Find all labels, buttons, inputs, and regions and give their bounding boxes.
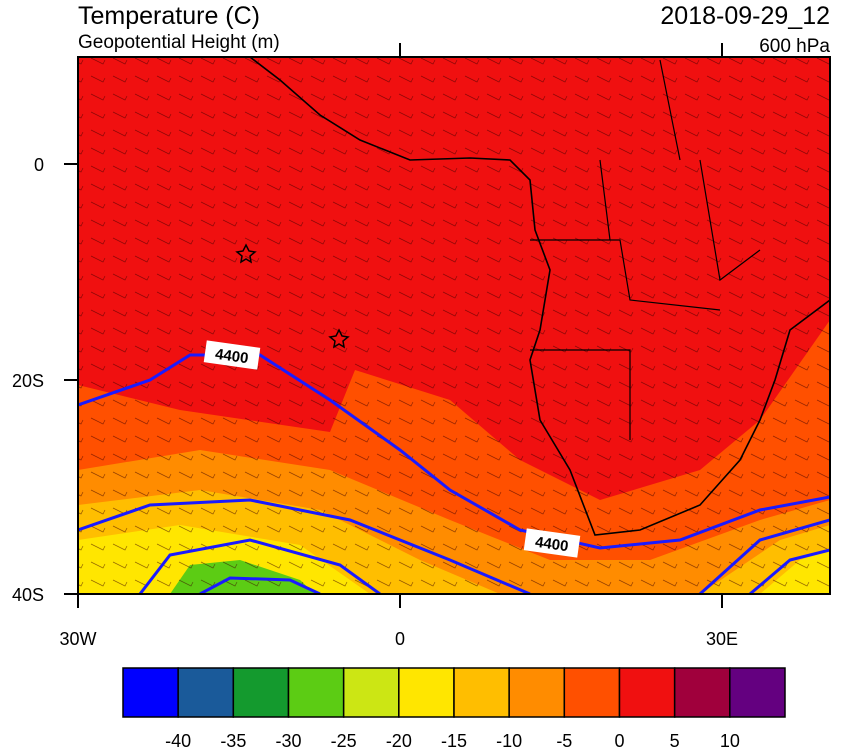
colorbar-box xyxy=(729,667,786,718)
lat-label: 40S xyxy=(12,585,44,605)
colorbar-box xyxy=(177,667,235,718)
colorbar-box xyxy=(563,667,621,718)
subtitle: Geopotential Height (m) xyxy=(78,32,280,53)
borders xyxy=(530,59,761,440)
lat-label: 0 xyxy=(34,155,44,175)
title: Temperature (C) xyxy=(78,2,260,30)
colorbar: -40 -35 -30 -25 -20 -15 -10 -5 0 5 10 xyxy=(122,667,786,751)
colorbar-box xyxy=(342,667,400,718)
station-marker xyxy=(235,243,350,349)
colorbar-label: -25 xyxy=(331,731,357,750)
contour-label-text: 4400 xyxy=(534,534,569,555)
wind-barbs xyxy=(78,57,830,594)
colorbar-label: -35 xyxy=(220,731,246,750)
colorbar-label: -15 xyxy=(441,731,467,750)
colorbar-label: 10 xyxy=(720,731,740,750)
valid-time: 2018-09-29_12 xyxy=(660,2,830,30)
contour-label-text: 4400 xyxy=(214,346,249,367)
map-frame xyxy=(77,56,831,595)
coastline xyxy=(249,57,830,536)
colorbar-box xyxy=(287,667,345,718)
colorbar-box xyxy=(508,667,566,718)
colorbar-label: -40 xyxy=(165,731,191,750)
colorbar-box xyxy=(673,667,731,718)
colorbar-label: -5 xyxy=(556,731,572,750)
colorbar-label: -10 xyxy=(496,731,522,750)
colorbar-box xyxy=(453,667,510,718)
lon-label: 30E xyxy=(706,629,738,649)
colorbar-label: 5 xyxy=(670,731,680,750)
height-contours xyxy=(78,353,830,594)
frame-ticks xyxy=(64,43,723,608)
colorbar-label: -20 xyxy=(386,731,412,750)
pressure-level: 600 hPa xyxy=(759,36,830,57)
lon-label: 0 xyxy=(395,629,405,649)
map-field xyxy=(78,57,830,594)
contour-label: 4400 4400 xyxy=(203,340,581,558)
colorbar-box xyxy=(618,667,676,718)
lon-label: 30W xyxy=(59,629,96,649)
colorbar-box xyxy=(232,667,290,718)
colorbar-label: 0 xyxy=(614,731,624,750)
colorbar-box xyxy=(122,667,179,718)
lat-label: 20S xyxy=(12,371,44,391)
colorbar-label: -30 xyxy=(275,731,301,750)
colorbar-box xyxy=(398,667,455,718)
